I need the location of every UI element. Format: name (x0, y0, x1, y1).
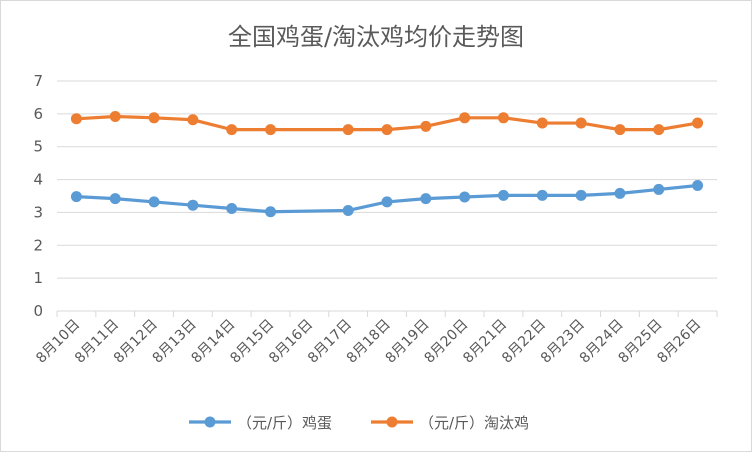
x-tick-label: 8月26日 (654, 317, 704, 367)
legend-label-0: （元/斤）鸡蛋 (237, 414, 332, 432)
chart-title: 全国鸡蛋/淘汰鸡均价走势图 (228, 23, 524, 51)
data-point (342, 204, 354, 216)
data-point (226, 124, 238, 136)
series-line-1 (76, 114, 698, 132)
data-point (70, 113, 82, 125)
y-tick-label: 3 (33, 203, 43, 221)
data-point (653, 183, 665, 195)
y-tick-label: 2 (33, 236, 43, 254)
data-point (420, 193, 432, 205)
data-point (342, 124, 354, 136)
data-point (459, 191, 471, 203)
data-point (497, 189, 509, 201)
data-point (692, 117, 704, 129)
x-axis: 8月10日8月11日8月12日8月13日8月14日8月15日8月16日8月17日… (33, 311, 718, 367)
data-point (459, 112, 471, 124)
y-tick-label: 7 (33, 72, 43, 90)
data-point (109, 110, 121, 122)
y-tick-label: 4 (33, 171, 43, 189)
y-axis: 0 1 2 3 4 5 6 7 (33, 72, 43, 320)
data-point (265, 124, 277, 136)
y-tick-label: 1 (33, 269, 43, 287)
legend-label-1: （元/斤）淘汰鸡 (419, 414, 529, 432)
data-point (575, 117, 587, 129)
y-tick-label: 6 (33, 105, 43, 123)
y-tick-label: 0 (33, 302, 43, 320)
data-point (614, 187, 626, 199)
data-point (575, 189, 587, 201)
data-point (148, 112, 160, 124)
grid (57, 80, 717, 312)
legend-marker-0 (204, 416, 216, 428)
y-tick-label: 5 (33, 138, 43, 156)
data-point (187, 114, 199, 126)
data-point (381, 196, 393, 208)
data-point (497, 112, 509, 124)
data-point (692, 179, 704, 191)
data-point (265, 206, 277, 218)
series-group (70, 110, 704, 218)
data-point (187, 199, 199, 211)
series-line-0 (76, 183, 698, 214)
data-point (653, 124, 665, 136)
data-point (109, 193, 121, 205)
legend: （元/斤）鸡蛋 （元/斤）淘汰鸡 (189, 414, 529, 432)
data-point (70, 191, 82, 203)
data-point (381, 124, 393, 136)
data-point (536, 117, 548, 129)
data-point (148, 196, 160, 208)
legend-marker-1 (386, 416, 398, 428)
data-point (536, 189, 548, 201)
data-point (420, 120, 432, 132)
data-point (226, 202, 238, 214)
data-point (614, 124, 626, 136)
